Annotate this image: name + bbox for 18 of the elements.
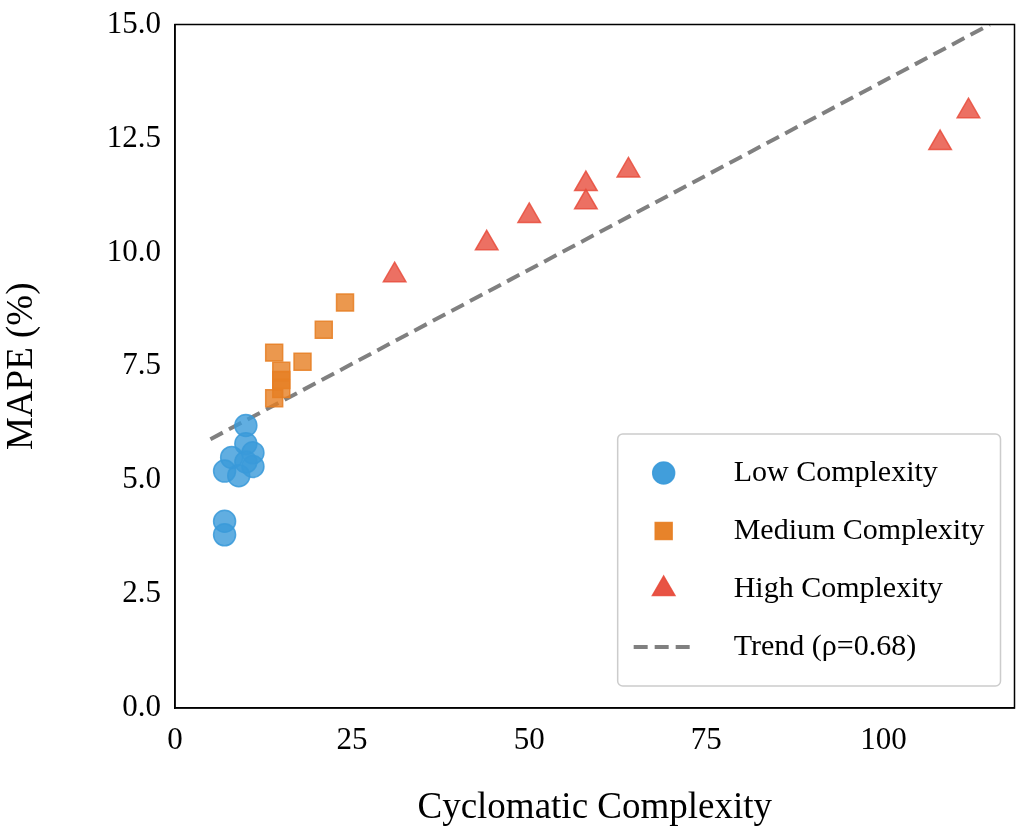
x-tick-label: 100 xyxy=(860,720,907,756)
y-tick-label: 15.0 xyxy=(106,4,161,40)
legend-label: Medium Complexity xyxy=(733,511,985,545)
y-tick-label: 5.0 xyxy=(122,460,161,496)
legend-label: Low Complexity xyxy=(733,453,938,487)
y-tick-label: 10.0 xyxy=(106,232,161,268)
y-tick-label: 2.5 xyxy=(122,574,161,610)
x-tick-label: 25 xyxy=(336,720,368,756)
y-tick-label: 0.0 xyxy=(122,688,161,724)
x-tick-label: 50 xyxy=(513,720,545,756)
y-tick-label: 12.5 xyxy=(106,118,161,154)
legend-label: Trend (ρ=0.68) xyxy=(733,627,917,662)
legend-label: High Complexity xyxy=(733,569,943,603)
y-tick-label: 7.5 xyxy=(122,346,161,382)
x-tick-label: 75 xyxy=(690,720,722,756)
x-axis-title: Cyclomatic Complexity xyxy=(417,784,773,826)
x-tick-label: 0 xyxy=(167,720,183,756)
y-axis-title: MAPE (%) xyxy=(0,282,41,451)
